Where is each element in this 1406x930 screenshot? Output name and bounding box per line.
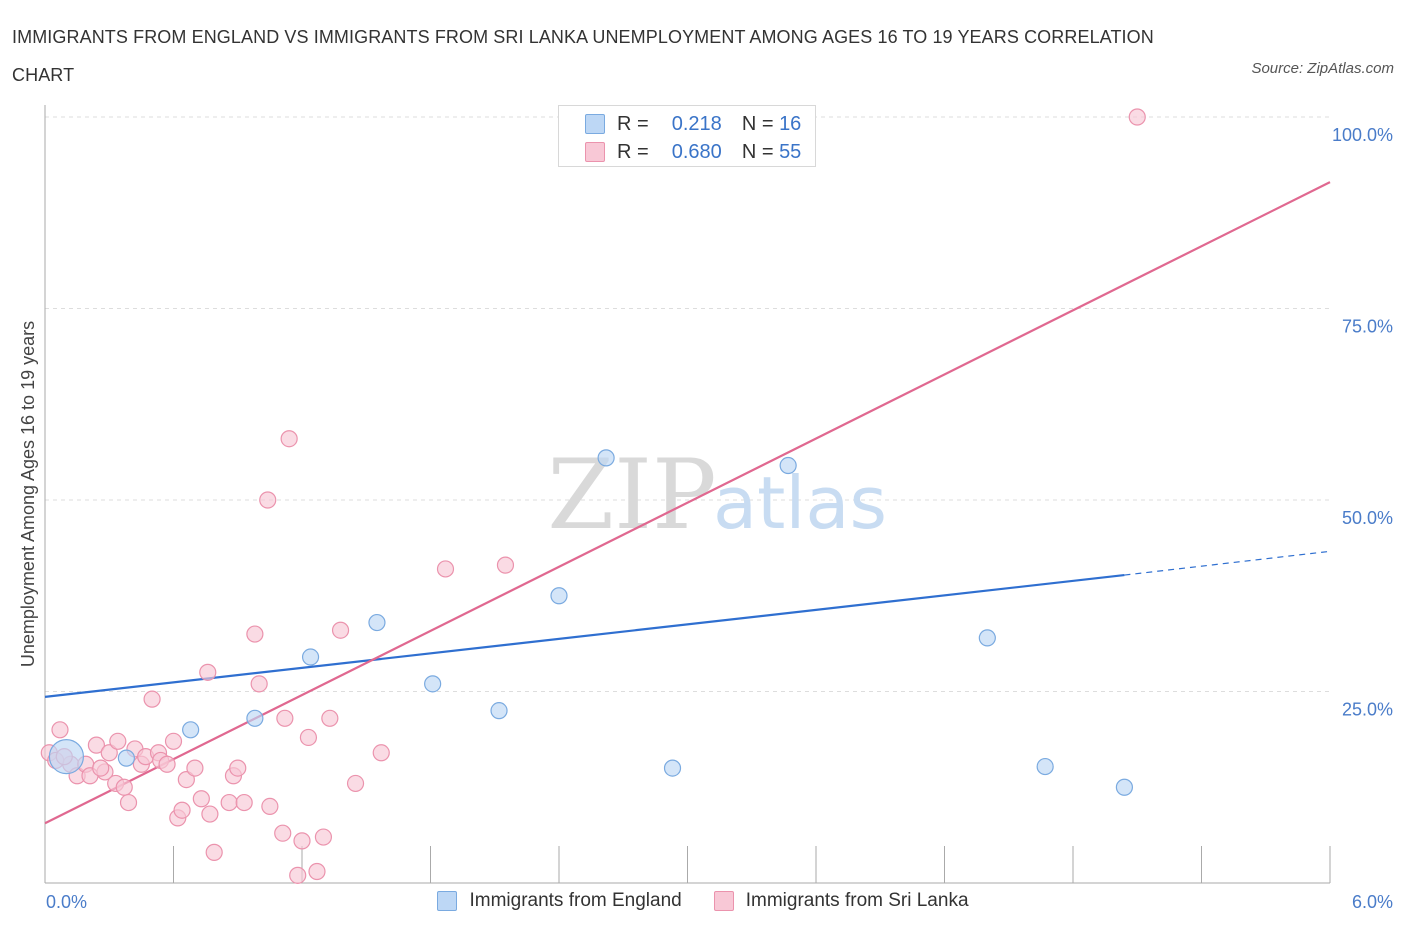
srilanka-point	[235, 793, 253, 812]
england-point	[1115, 778, 1134, 796]
srilanka-point	[92, 759, 110, 777]
srilanka-point	[331, 621, 350, 639]
england-point	[550, 587, 568, 605]
srilanka-swatch-icon	[585, 142, 605, 162]
england-point	[246, 709, 264, 727]
srilanka-point	[115, 778, 133, 796]
srilanka-point	[87, 736, 106, 754]
y-axis-label: Unemployment Among Ages 16 to 19 years	[18, 321, 38, 667]
srilanka-point	[229, 759, 247, 777]
y-tick-label: 50.0%	[1342, 508, 1393, 528]
watermark: ZIP atlas	[547, 439, 887, 551]
legend-srilanka-label: Immigrants from Sri Lanka	[745, 890, 969, 911]
england-point	[663, 759, 682, 777]
n-label: N =	[741, 112, 774, 135]
srilanka-point	[293, 832, 311, 850]
srilanka-point	[164, 732, 183, 750]
srilanka-point	[314, 828, 333, 846]
srilanka-point	[51, 721, 69, 739]
england-swatch-icon	[585, 114, 605, 134]
england-point	[368, 613, 386, 632]
srilanka-point	[192, 790, 210, 808]
england-point	[48, 739, 85, 775]
srilanka-r-value: 0.680	[671, 140, 722, 163]
srilanka-point	[143, 690, 161, 708]
srilanka-point	[173, 801, 191, 819]
srilanka-point	[186, 759, 204, 777]
england-legend-swatch-icon	[437, 891, 458, 911]
srilanka-point	[250, 675, 268, 693]
srilanka-point	[496, 556, 515, 574]
england-point	[779, 456, 797, 475]
srilanka-point	[372, 744, 390, 762]
england-point	[978, 629, 996, 647]
y-tick-label: 100.0%	[1332, 125, 1393, 145]
gridlines	[45, 116, 1330, 692]
legend-item-england: Immigrants from England	[437, 890, 682, 912]
srilanka-point	[119, 793, 138, 812]
x-tick-label: 6.0%	[1352, 892, 1393, 912]
srilanka-point	[100, 744, 118, 762]
legend-item-srilanka: Immigrants from Sri Lanka	[713, 890, 969, 912]
srilanka-point	[1128, 108, 1146, 126]
srilanka-point	[321, 709, 339, 727]
srilanka-point	[246, 625, 264, 643]
srilanka-point	[220, 793, 238, 812]
srilanka-point	[177, 770, 195, 789]
england-point	[1036, 757, 1054, 776]
srilanka-point	[289, 866, 307, 884]
srilanka-point	[280, 430, 298, 448]
england-point	[490, 702, 508, 720]
srilanka-point	[436, 560, 455, 578]
srilanka-trend-line	[44, 181, 1331, 825]
correlation-legend: R = 0.218 N = 16 R = 0.680 N = 55	[558, 105, 816, 167]
n-label: N =	[741, 140, 774, 163]
trend-lines	[44, 181, 1331, 825]
legend-england-label: Immigrants from England	[469, 890, 682, 911]
r-label: R =	[617, 112, 649, 135]
watermark-zip: ZIP	[547, 439, 716, 551]
y-tick-label: 75.0%	[1342, 317, 1393, 337]
series-legend: Immigrants from England Immigrants from …	[0, 886, 1406, 916]
watermark-atlas: atlas	[713, 461, 887, 545]
legend-row-england: R = 0.218 N = 16	[585, 110, 801, 138]
srilanka-point	[308, 862, 326, 881]
tick-labels: 100.0% 75.0% 50.0% 25.0% 0.0% 6.0%	[46, 125, 1393, 912]
data-points	[40, 108, 1146, 884]
england-point	[182, 721, 200, 739]
srilanka-point	[261, 797, 279, 816]
england-trend-line	[44, 573, 1125, 698]
x-tick-label: 0.0%	[46, 892, 87, 912]
srilanka-point	[158, 755, 176, 773]
srilanka-point	[274, 824, 292, 842]
srilanka-point	[201, 805, 219, 823]
legend-row-srilanka: R = 0.680 N = 55	[585, 138, 801, 166]
england-point	[424, 675, 442, 693]
srilanka-point	[346, 774, 365, 793]
england-trend-extension	[1124, 550, 1331, 576]
srilanka-point	[259, 491, 277, 509]
srilanka-point	[276, 709, 294, 727]
england-point	[117, 749, 135, 767]
srilanka-point	[205, 843, 223, 861]
england-r-value: 0.218	[671, 112, 722, 135]
srilanka-point	[299, 728, 318, 747]
y-tick-label: 25.0%	[1342, 700, 1393, 720]
source-label: Source: ZipAtlas.com	[1251, 60, 1394, 77]
england-n-value: 16	[779, 112, 802, 135]
england-point	[597, 449, 615, 467]
england-point	[301, 648, 320, 666]
srilanka-n-value: 55	[779, 140, 802, 163]
chart-title: IMMIGRANTS FROM ENGLAND VS IMMIGRANTS FR…	[12, 27, 1154, 85]
srilanka-point	[109, 732, 127, 750]
srilanka-point	[199, 663, 217, 681]
r-label: R =	[617, 140, 649, 163]
srilanka-legend-swatch-icon	[713, 891, 734, 911]
